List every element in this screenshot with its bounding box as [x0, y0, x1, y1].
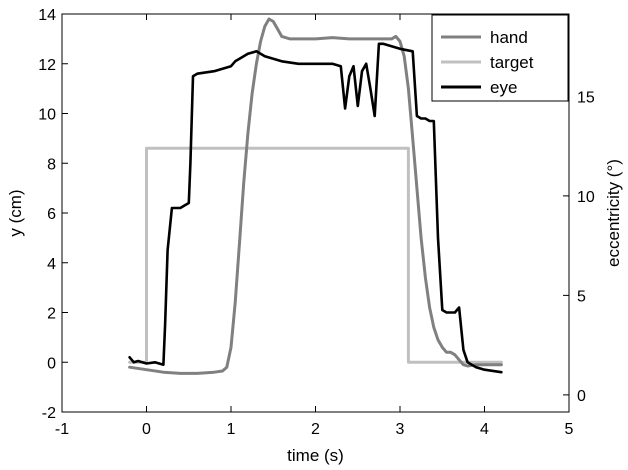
- x-tick-label: 5: [565, 421, 574, 438]
- plot-layer: [128, 17, 503, 375]
- x-tick-label: -1: [55, 421, 69, 438]
- y-tick-label: 2: [47, 306, 56, 323]
- y-tick-label: 12: [38, 57, 56, 74]
- x-tick-label: 0: [142, 421, 151, 438]
- y-right-tick-label: 15: [577, 89, 595, 106]
- legend-label-eye: eye: [490, 78, 517, 97]
- x-tick-label: 2: [311, 421, 320, 438]
- series-line-eye: [128, 42, 503, 374]
- y-axis-label: y (cm): [6, 189, 25, 236]
- y-tick-label: 14: [38, 7, 56, 24]
- y-right-tick-label: 10: [577, 189, 595, 206]
- legend-label-hand: hand: [490, 28, 528, 47]
- y-tick-label: 4: [47, 256, 56, 273]
- legend-label-target: target: [490, 53, 534, 72]
- y-right-tick-label: 5: [577, 288, 586, 305]
- y-tick-label: 8: [47, 156, 56, 173]
- y-tick-label: 0: [47, 355, 56, 372]
- legend: hand target eye: [431, 14, 569, 102]
- x-tick-label: 4: [480, 421, 489, 438]
- y-tick-label: 6: [47, 206, 56, 223]
- x-tick-label: 1: [227, 421, 236, 438]
- x-axis-label: time (s): [287, 446, 344, 465]
- series-line-hand: [128, 17, 503, 375]
- y-tick-label: 10: [38, 107, 56, 124]
- y-tick-label: -2: [42, 405, 56, 422]
- x-tick-label: 3: [396, 421, 405, 438]
- y-right-tick-label: 0: [577, 388, 586, 405]
- y-axis-right-label: eccentricity (°): [604, 159, 623, 267]
- series-line-target: [128, 146, 503, 364]
